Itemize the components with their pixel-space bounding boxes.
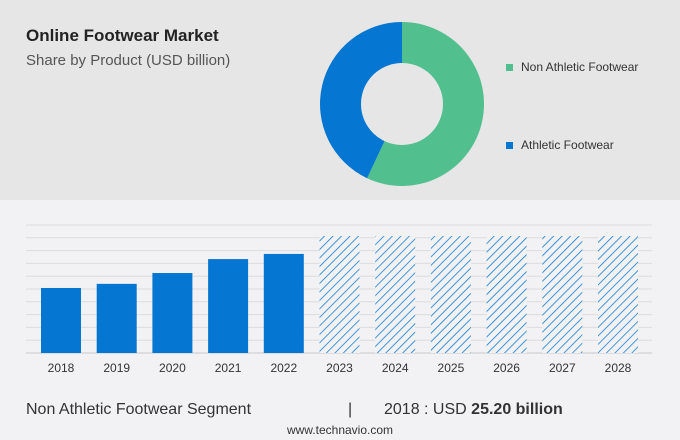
legend-item-non-athletic: Non Athletic Footwear	[506, 60, 638, 74]
bar-2019	[96, 283, 137, 353]
x-tick-label: 2018	[48, 361, 75, 375]
bar-2022	[263, 253, 304, 353]
forecast-bar-2025	[430, 236, 471, 353]
footer-segment: Non Athletic Footwear Segment	[26, 401, 252, 418]
x-tick-label: 2027	[549, 361, 576, 375]
bar-chart: 2018 2019 2020 2021 2022 2023 2024 2025 2026 2027…	[26, 224, 652, 375]
forecast-bar-2027	[542, 236, 583, 353]
legend-item-athletic: Athletic Footwear	[506, 138, 614, 152]
x-tick-label: 2025	[438, 361, 465, 375]
x-tick-label: 2028	[605, 361, 632, 375]
bar-2020	[152, 273, 193, 353]
footer-separator: |	[348, 401, 353, 418]
x-tick-label: 2021	[215, 361, 242, 375]
bar-2021	[208, 259, 249, 353]
x-tick-label: 2024	[382, 361, 409, 375]
x-tick-label: 2019	[103, 361, 130, 375]
x-tick-label: 2026	[493, 361, 520, 375]
chart-title: Online Footwear Market	[26, 26, 219, 45]
donut-slice	[320, 22, 402, 179]
legend-label: Non Athletic Footwear	[521, 60, 639, 74]
source-url: www.technavio.com	[286, 423, 394, 437]
footer-value: 25.20 billion	[471, 401, 563, 418]
x-tick-label: 2020	[159, 361, 186, 375]
forecast-bar-2023	[319, 236, 360, 353]
donut-slice	[367, 21, 484, 186]
footer-year: 2018 : USD	[384, 401, 467, 418]
chart-subtitle: Share by Product (USD billion)	[26, 52, 231, 69]
legend-label: Athletic Footwear	[521, 138, 614, 152]
x-tick-label: 2023	[326, 361, 353, 375]
donut-chart	[320, 21, 484, 186]
bar-2018	[41, 287, 81, 353]
forecast-bar-2026	[486, 236, 527, 353]
forecast-bar-2028	[598, 236, 638, 353]
x-tick-label: 2022	[270, 361, 297, 375]
forecast-bar-2024	[375, 236, 416, 353]
